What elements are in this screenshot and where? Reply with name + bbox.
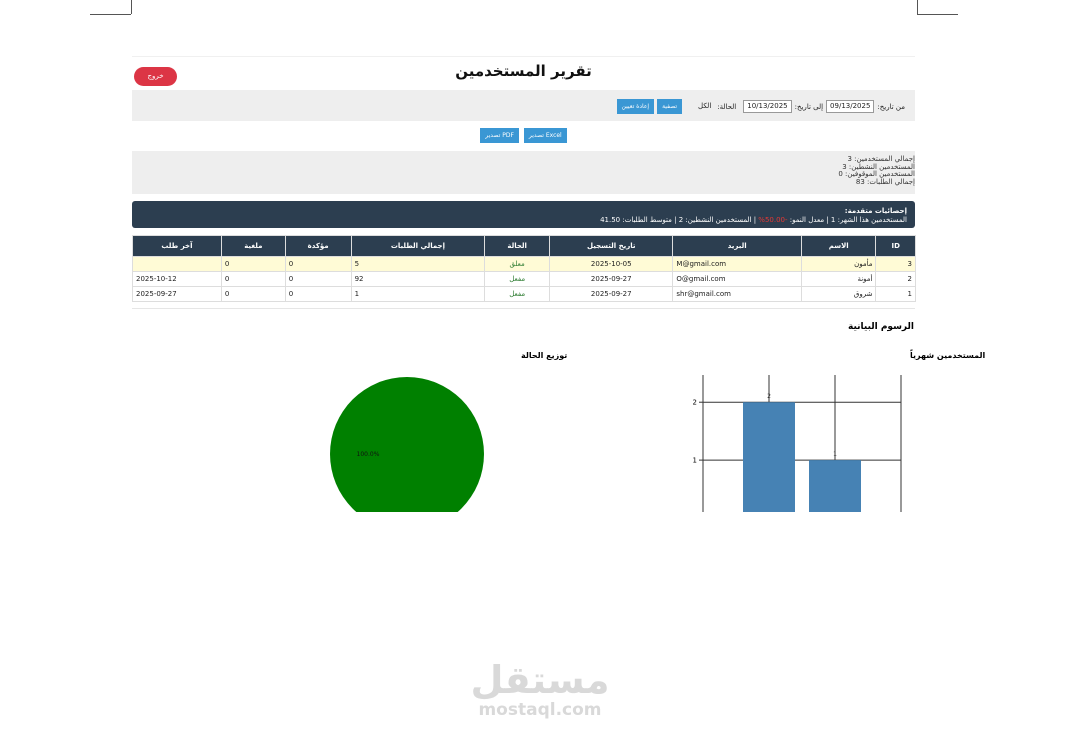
label: من تاريخ:: [877, 102, 905, 111]
column-header: آخر طلب: [132, 235, 222, 257]
table-cell: shr@gmail.com: [672, 286, 802, 302]
column-header: تاريخ التسجيل: [549, 235, 674, 257]
logout-button[interactable]: خروج: [134, 67, 177, 86]
adv-title: إحصائيات متقدمة:: [844, 207, 907, 215]
summary-box: إجمالي المستخدمين: 3 المستخدمين النشطين: …: [132, 151, 915, 194]
table-row: 1 شروق shr@gmail.com 2025-09-27 مفعل 1 0 0 2025-…: [132, 286, 916, 302]
excel-button[interactable]: تصدير Excel: [523, 128, 567, 143]
y-tick-label: 1: [693, 457, 697, 465]
summary-line: المستخدمين الموقوفين: 0: [838, 170, 915, 178]
date-input[interactable]: 09/13/2025: [826, 100, 875, 113]
adv-text: | المستخدمين النشطين: 2 | متوسط الطلبات:…: [600, 216, 757, 224]
table-cell: معلق: [484, 256, 551, 272]
pie-slice: [330, 377, 484, 512]
crop-mark: [131, 0, 132, 14]
pie-plot: 100.0%: [330, 377, 484, 512]
crop-mark: [917, 0, 918, 14]
table-cell: 1: [350, 286, 486, 302]
page-title: تقرير المستخدمين: [455, 62, 592, 80]
column-header: مؤكدة: [284, 235, 352, 257]
adv-line: المستخدمين هذا الشهر: 1 | معدل النمو: -5…: [600, 216, 907, 225]
column-header: ملغية: [220, 235, 286, 257]
watermark-site: mostaql.com: [478, 700, 602, 720]
chart-title: المستخدمين شهرياً: [909, 349, 985, 360]
bar-plot: 1 2 2 1: [693, 375, 902, 512]
column-header: البريد: [672, 235, 802, 257]
adv-text: المستخدمين هذا الشهر: 1 | معدل النمو:: [789, 216, 907, 224]
top-border: [132, 56, 915, 57]
value-label: 2: [767, 393, 771, 400]
watermark-logo: مستقل: [470, 658, 610, 702]
table-cell: 0: [284, 256, 352, 272]
table-cell: 1: [875, 286, 916, 302]
advanced-stats: إحصائيات متقدمة: المستخدمين هذا الشهر: 1…: [132, 201, 915, 228]
value-label: 1: [833, 451, 837, 458]
y-tick-label: 2: [693, 399, 697, 407]
table-cell: 2025-09-27: [132, 286, 222, 302]
status-select[interactable]: الكل: [698, 102, 712, 110]
reset-button[interactable]: إعادة تعيين: [616, 99, 655, 114]
label: إلى تاريخ:: [794, 102, 824, 111]
summary-line: المستخدمين النشطين: 3: [842, 162, 915, 171]
crop-mark: [90, 14, 131, 15]
filter-button[interactable]: تصفية: [657, 99, 683, 114]
charts-heading: الرسوم البيانية: [848, 322, 914, 332]
table-cell: 2025-09-27: [549, 286, 674, 302]
growth: -50.00%: [758, 216, 788, 224]
table-cell: مفعل: [484, 286, 551, 302]
separator: [132, 308, 915, 309]
table-cell: 2025-10-05: [549, 256, 674, 272]
table-cell: 3: [875, 256, 916, 272]
export-bar: تصدير Excel تصدير PDF: [132, 128, 915, 143]
bar: [743, 402, 795, 512]
value-label: 100.0%: [357, 451, 380, 458]
label: الحالة:: [717, 102, 737, 111]
bar: [809, 460, 861, 512]
table-cell: 0: [284, 286, 352, 302]
column-header: ID: [875, 235, 916, 257]
table-cell: 0: [220, 256, 286, 272]
table-cell: [132, 256, 222, 272]
summary-list: إجمالي المستخدمين: 3 المستخدمين النشطين: …: [830, 155, 915, 186]
table-cell: شروق: [800, 286, 877, 302]
pdf-button[interactable]: تصدير PDF: [480, 128, 519, 143]
date-input[interactable]: 10/13/2025: [743, 100, 792, 113]
watermark: مستقل mostaql.com: [420, 660, 660, 720]
summary-line: إجمالي المستخدمين: 3: [847, 155, 915, 163]
filter-bar: من تاريخ: 09/13/2025 إلى تاريخ: 10/13/20…: [132, 90, 915, 121]
chart-title: توزيع الحالة: [521, 351, 567, 360]
users-table: ID الاسم البريد تاريخ التسجيل الحالة إجمالي ا…: [132, 235, 916, 302]
table-cell: 0: [220, 286, 286, 302]
table-cell: 5: [350, 256, 486, 272]
summary-line: إجمالي الطلبات: 83: [855, 177, 915, 186]
crop-mark: [917, 14, 958, 15]
